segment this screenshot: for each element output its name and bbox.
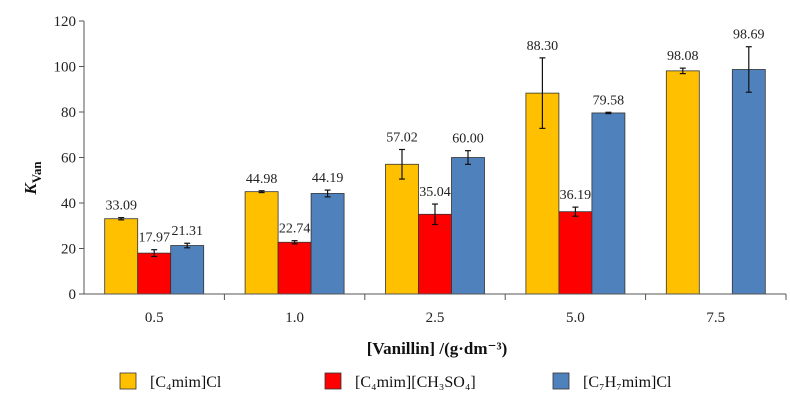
- bar: [310, 193, 345, 295]
- data-label: 44.19: [312, 171, 344, 186]
- data-label: 35.04: [419, 185, 451, 200]
- y-tick-label: 40: [61, 196, 76, 212]
- y-tick-label: 60: [61, 151, 76, 167]
- bar: [558, 211, 593, 295]
- data-label: 17.97: [138, 231, 170, 246]
- data-label: 33.09: [105, 199, 137, 214]
- legend-item: [C₇H₇mim]Cl: [552, 372, 672, 391]
- axes: [83, 21, 787, 300]
- bar: [665, 70, 700, 295]
- x-tick-label: 0.5: [145, 310, 164, 326]
- legend-item: [C₄mim]Cl: [119, 372, 222, 391]
- y-tick-label: 0: [69, 287, 77, 303]
- bar: [418, 213, 452, 295]
- data-label: 57.02: [386, 130, 418, 145]
- bar: [385, 163, 419, 295]
- x-tick-label: 7.5: [706, 310, 725, 326]
- x-axis-title: [Vanillin] /(g·dm⁻³): [367, 339, 508, 358]
- bar: [731, 69, 766, 295]
- legend-swatch: [552, 372, 570, 390]
- x-axis-ticks: 0.5 1.0 2.5 5.0 7.5: [145, 310, 725, 326]
- x-tick-label: 2.5: [426, 310, 445, 326]
- data-label: 98.69: [733, 28, 765, 43]
- bars: [104, 69, 766, 295]
- x-tick-label: 1.0: [285, 310, 304, 326]
- bar: [277, 241, 312, 295]
- data-label: 60.00: [452, 132, 484, 147]
- data-label: 88.30: [527, 39, 559, 54]
- y-axis-ticks: 0 20 40 60 80 100 120: [54, 14, 84, 303]
- y-tick-label: 80: [61, 105, 76, 121]
- legend-label: [C₄mim]Cl: [150, 374, 222, 391]
- error-bars: [118, 46, 752, 258]
- bar: [451, 157, 485, 295]
- bar: [244, 191, 279, 295]
- bar: [137, 252, 172, 295]
- data-label: 21.31: [171, 224, 203, 239]
- bar: [591, 112, 626, 295]
- data-label: 79.58: [593, 93, 625, 108]
- data-label: 22.74: [279, 222, 311, 237]
- x-tick-label: 5.0: [566, 310, 585, 326]
- data-label: 36.19: [560, 188, 592, 203]
- y-tick-label: 120: [54, 14, 77, 30]
- y-axis-title-main: K: [21, 182, 40, 196]
- legend-label: [C₇H₇mim]Cl: [583, 374, 672, 391]
- data-label: 44.98: [246, 172, 278, 187]
- y-tick-label: 20: [61, 242, 76, 258]
- y-tick-label: 100: [54, 60, 77, 76]
- legend-item: [C₄mim][CH₃SO₄]: [324, 372, 476, 391]
- legend-swatch: [119, 372, 137, 390]
- data-labels: 33.09 17.97 21.31 44.98 22.74 44.19 57.02 35.04…: [105, 28, 764, 246]
- legend-label: [C₄mim][CH₃SO₄]: [355, 374, 476, 391]
- data-label: 98.08: [667, 49, 699, 64]
- y-axis-title-sub: Van: [29, 161, 44, 184]
- legend: [C₄mim]Cl [C₄mim][CH₃SO₄] [C₇H₇mim]Cl: [119, 372, 672, 391]
- legend-swatch: [324, 372, 342, 390]
- bar: [104, 218, 139, 295]
- y-axis-title: KVan: [21, 161, 44, 196]
- bar: [170, 245, 205, 295]
